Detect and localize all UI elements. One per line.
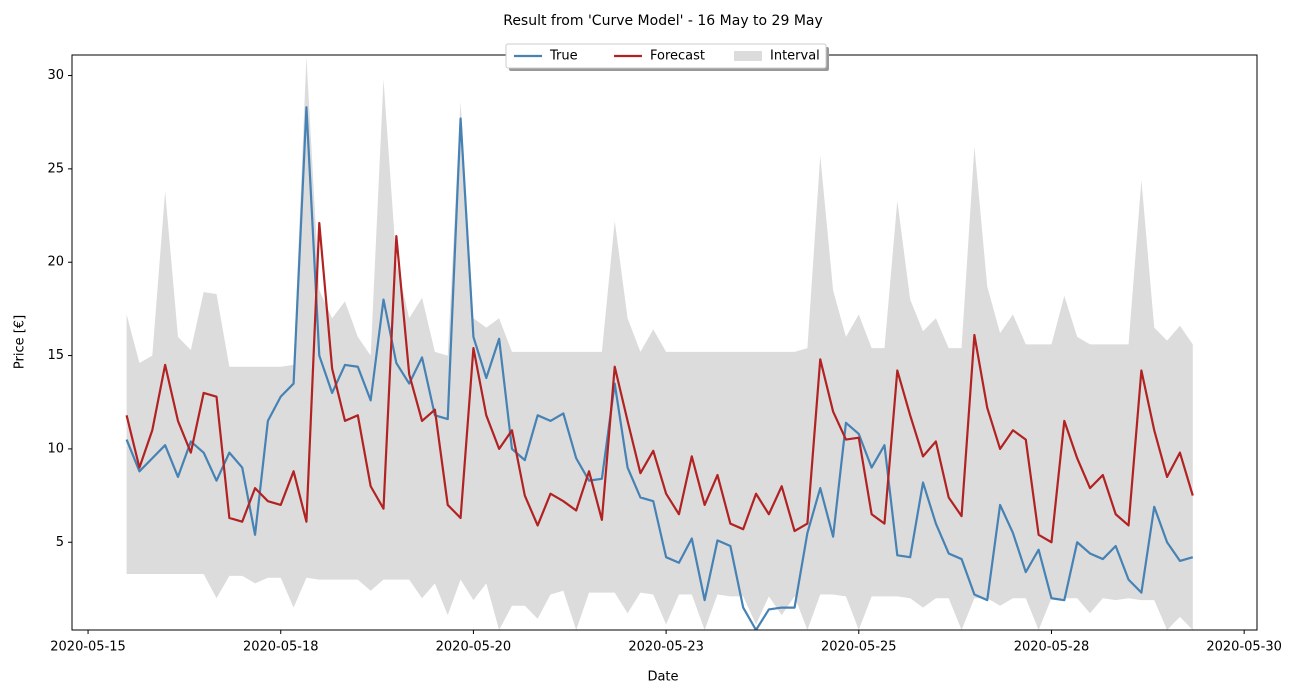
legend-box xyxy=(505,43,827,69)
x-tick-label: 2020-05-25 xyxy=(821,640,897,655)
legend-label: True xyxy=(549,49,578,64)
y-tick-label: 25 xyxy=(47,161,64,176)
x-tick-label: 2020-05-30 xyxy=(1206,640,1282,655)
legend-swatch xyxy=(734,51,762,61)
y-tick-label: 20 xyxy=(47,255,64,270)
y-tick-label: 5 xyxy=(56,535,64,550)
y-axis-label: Price [€] xyxy=(13,315,28,369)
legend: True Forecast Interval xyxy=(505,43,829,71)
legend-label: Forecast xyxy=(650,49,705,64)
legend-label: Interval xyxy=(770,49,820,64)
chart-title: Result from 'Curve Model' - 16 May to 29… xyxy=(503,13,823,29)
interval-area xyxy=(126,56,1193,630)
x-tick-label: 2020-05-15 xyxy=(50,640,126,655)
y-tick-label: 30 xyxy=(47,68,64,83)
series-line xyxy=(125,106,1194,630)
x-tick-label: 2020-05-20 xyxy=(436,640,512,655)
x-axis-label: Date xyxy=(647,670,678,685)
y-tick-label: 15 xyxy=(47,348,64,363)
x-tick-label: 2020-05-28 xyxy=(1014,640,1090,655)
y-tick-label: 10 xyxy=(47,441,64,456)
x-tick-label: 2020-05-18 xyxy=(243,640,319,655)
x-tick-label: 2020-05-23 xyxy=(628,640,704,655)
series-line xyxy=(125,221,1194,544)
plot-area xyxy=(125,56,1194,630)
